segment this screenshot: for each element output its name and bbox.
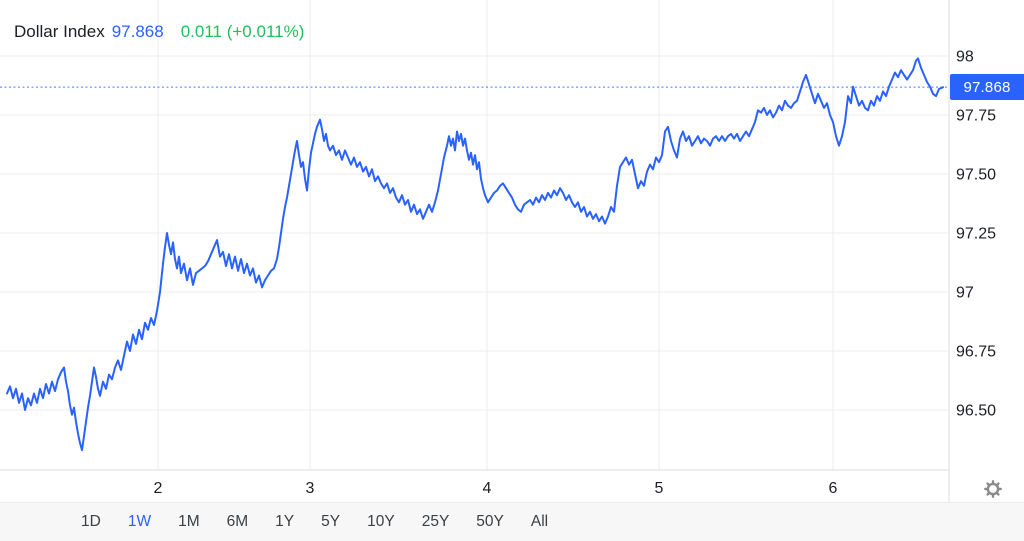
settings-button[interactable] — [977, 474, 1009, 504]
x-axis-label: 6 — [829, 480, 838, 497]
y-axis-label: 96.75 — [956, 344, 996, 361]
y-axis-label: 97.50 — [956, 167, 996, 184]
x-axis-label: 4 — [483, 480, 492, 497]
x-axis-label: 2 — [154, 480, 163, 497]
y-axis-label: 97 — [956, 285, 974, 302]
range-tab-25y[interactable]: 25Y — [421, 513, 450, 530]
price-change: 0.011 (+0.011%) — [180, 22, 305, 41]
instrument-header: Dollar Index 97.868 0.011 (+0.011%) — [14, 22, 304, 42]
instrument-name: Dollar Index — [14, 22, 105, 41]
range-tab-1d[interactable]: 1D — [81, 513, 101, 530]
range-tab-10y[interactable]: 10Y — [367, 513, 395, 530]
x-axis-label: 3 — [306, 480, 315, 497]
range-tab-5y[interactable]: 5Y — [321, 513, 341, 530]
x-axis-label: 5 — [655, 480, 664, 497]
range-tab-1y[interactable]: 1Y — [275, 513, 295, 530]
gear-icon — [984, 480, 1002, 498]
range-tab-6m[interactable]: 6M — [226, 513, 249, 530]
range-toolbar: 1D 1W 1M 6M 1Y 5Y 10Y 25Y 50Y All — [0, 502, 1024, 541]
last-price: 97.868 — [111, 22, 164, 41]
price-line[interactable] — [6, 57, 944, 452]
range-tabs: 1D 1W 1M 6M 1Y 5Y 10Y 25Y 50Y All — [81, 513, 548, 531]
range-tab-1m[interactable]: 1M — [178, 513, 200, 530]
y-axis-label: 98 — [956, 49, 974, 66]
range-tab-all[interactable]: All — [530, 513, 549, 530]
last-price-badge: 97.868 — [950, 74, 1024, 101]
price-chart-canvas[interactable]: 98 97.75 97.50 97.25 97 96.75 96.50 2 3 4 5 6 — [0, 0, 1024, 502]
range-tab-1w[interactable]: 1W — [127, 513, 152, 530]
y-axis-label: 97.75 — [956, 108, 996, 125]
range-tab-50y[interactable]: 50Y — [476, 513, 504, 530]
y-axis-label: 96.50 — [956, 403, 996, 420]
y-axis-label: 97.25 — [956, 226, 996, 243]
